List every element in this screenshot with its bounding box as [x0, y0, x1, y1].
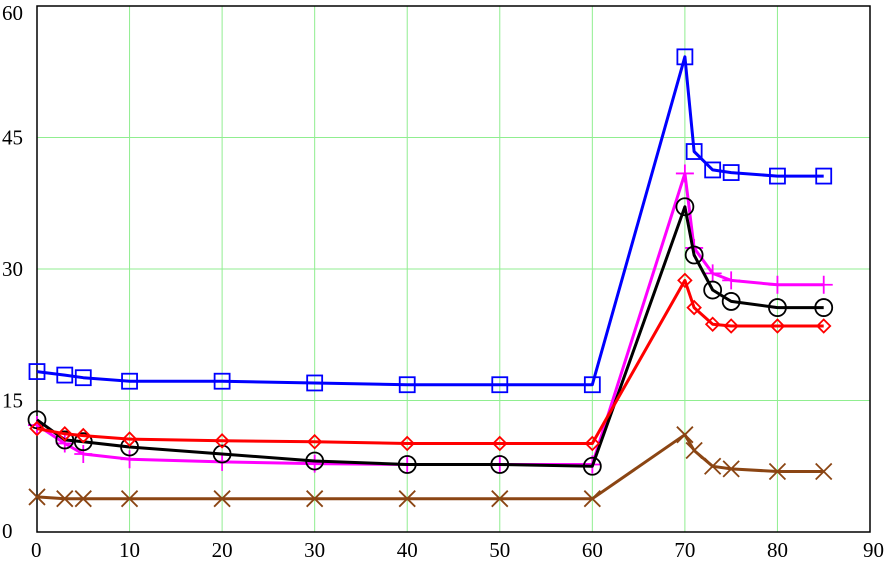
data-point-square: [815, 167, 833, 185]
series-3: [27, 197, 834, 476]
data-point-plus: [55, 434, 74, 453]
grid-lines: [37, 6, 870, 532]
data-point-x: [704, 457, 722, 475]
data-point-diamond: [769, 318, 786, 334]
data-point-plus: [703, 264, 722, 283]
data-point-square: [583, 376, 601, 394]
data-point-diamond: [214, 433, 230, 449]
x-tick-label: 10: [119, 538, 140, 562]
data-point-circle: [73, 432, 93, 452]
x-tick-label: 90: [863, 538, 884, 562]
data-point-diamond: [56, 426, 73, 442]
data-point-x: [56, 490, 74, 508]
data-point-circle: [397, 455, 417, 474]
data-point-square: [685, 143, 703, 160]
data-point-x: [398, 490, 416, 508]
x-tick-label: 30: [304, 538, 325, 562]
y-tick-label: 60: [2, 1, 23, 25]
data-point-diamond: [677, 272, 693, 289]
data-point-square: [722, 164, 740, 181]
data-point-square: [74, 369, 92, 387]
data-point-plus: [74, 444, 93, 463]
data-point-circle: [675, 197, 695, 217]
data-point-diamond: [584, 435, 601, 452]
data-point-x: [583, 490, 601, 508]
series-layer: [27, 48, 834, 508]
data-point-circle: [768, 298, 787, 317]
data-point-circle: [212, 444, 232, 464]
data-point-diamond: [75, 427, 92, 444]
data-point-plus: [814, 275, 833, 294]
x-tick-label: 50: [489, 538, 510, 562]
data-point-square: [491, 376, 509, 394]
data-point-square: [398, 376, 416, 394]
series-1: [28, 48, 833, 394]
data-point-circle: [684, 245, 704, 265]
data-point-circle: [490, 455, 510, 474]
data-point-square: [213, 372, 231, 390]
x-tick-label: 60: [582, 538, 603, 562]
data-point-diamond: [29, 420, 45, 437]
data-point-x: [28, 488, 46, 506]
data-point-x: [676, 426, 694, 444]
data-point-diamond: [704, 316, 721, 333]
data-point-square: [676, 48, 694, 66]
data-point-x: [213, 490, 231, 508]
data-point-plus: [120, 450, 139, 469]
data-point-plus: [722, 271, 741, 290]
data-point-x: [74, 490, 92, 508]
data-point-circle: [814, 298, 834, 317]
plot-frame: [36, 5, 871, 533]
series-line: [36, 205, 824, 468]
data-point-circle: [305, 451, 325, 471]
x-tick-label: 70: [674, 538, 695, 562]
y-tick-label: 0: [2, 519, 13, 543]
data-point-square: [306, 374, 324, 392]
series-4: [29, 272, 832, 452]
series-line: [36, 55, 824, 387]
data-point-circle: [721, 292, 741, 311]
data-point-square: [121, 372, 138, 390]
data-point-circle: [27, 410, 47, 430]
data-point-diamond: [399, 435, 415, 452]
data-point-circle: [55, 430, 75, 450]
data-point-x: [120, 490, 139, 508]
x-tick-label: 20: [212, 538, 233, 562]
data-point-plus: [768, 275, 787, 294]
data-point-square: [769, 167, 786, 185]
data-point-x: [685, 441, 703, 460]
data-point-diamond: [815, 318, 832, 334]
data-point-square: [28, 363, 46, 380]
data-point-x: [815, 462, 833, 481]
data-point-diamond: [686, 299, 702, 316]
data-point-square: [704, 161, 722, 179]
data-point-diamond: [306, 433, 323, 450]
data-point-diamond: [121, 431, 138, 447]
y-tick-label: 45: [2, 126, 23, 150]
y-tick-label: 30: [2, 257, 23, 281]
data-point-x: [768, 462, 787, 481]
data-point-circle: [703, 280, 723, 300]
data-point-x: [722, 460, 740, 478]
y-tick-label: 15: [2, 389, 23, 413]
x-tick-label: 40: [397, 538, 418, 562]
data-point-x: [306, 490, 324, 508]
data-point-plus: [675, 164, 694, 183]
data-point-diamond: [492, 435, 508, 452]
data-point-circle: [582, 456, 602, 476]
series-5: [28, 426, 833, 508]
x-tick-label: 0: [31, 538, 42, 562]
data-point-diamond: [723, 318, 739, 334]
data-point-x: [491, 490, 509, 508]
x-tick-label: 80: [767, 538, 788, 562]
data-point-square: [56, 366, 74, 384]
series-line: [36, 278, 824, 445]
